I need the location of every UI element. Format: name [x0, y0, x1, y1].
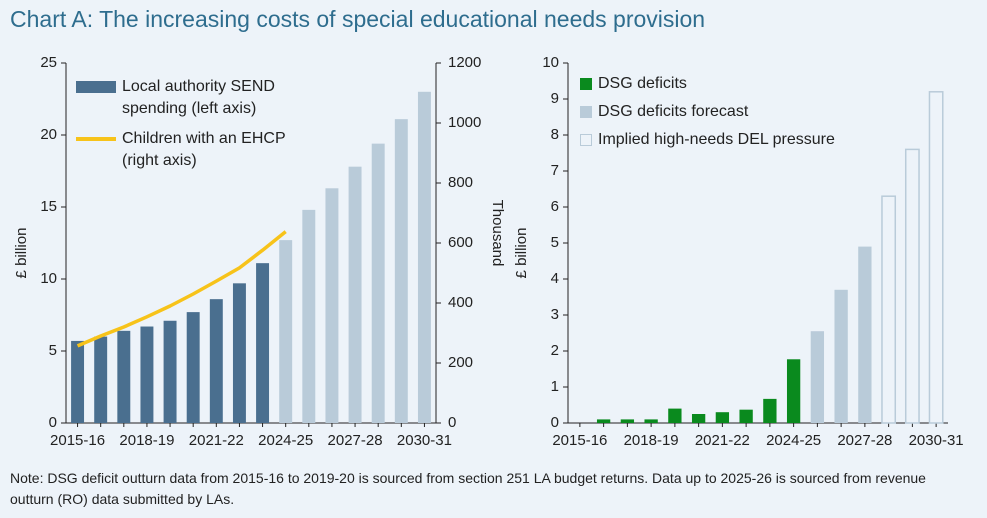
legend-swatch — [580, 78, 592, 90]
bar — [256, 263, 270, 423]
y-tick-label: 0 — [49, 414, 57, 431]
note: Note: DSG deficit outturn data from 2015… — [10, 470, 926, 507]
bar — [417, 91, 431, 424]
y-axis-label: £ billion — [13, 228, 30, 279]
bar — [668, 408, 682, 423]
legend-label: Implied high-needs DEL pressure — [598, 131, 835, 148]
bar — [620, 419, 635, 423]
y2-tick-label: 200 — [448, 354, 473, 371]
bar — [596, 419, 611, 423]
bar — [394, 119, 408, 423]
bar — [904, 148, 920, 424]
bar — [715, 412, 730, 423]
y-tick-label: 1 — [551, 378, 559, 395]
bar — [209, 299, 223, 423]
x-tick-label: 2024-25 — [258, 432, 313, 449]
bar — [858, 246, 872, 423]
bar — [348, 166, 362, 423]
y-tick-label: 5 — [551, 234, 559, 251]
legend-item: DSG deficits — [580, 73, 900, 95]
legend: DSG deficits DSG deficits forecast Implied… — [580, 73, 900, 157]
y-tick-label: 2 — [551, 342, 559, 359]
y2-tick-label: 800 — [448, 174, 473, 191]
y-axis-label: £ billion — [513, 228, 530, 279]
bar — [186, 312, 200, 423]
y-tick-label: 7 — [551, 162, 559, 179]
x-tick-label: 2018-19 — [119, 432, 174, 449]
bar — [763, 398, 777, 423]
legend: Local authority SEND spending (left axis… — [76, 76, 296, 180]
x-tick-label: 2024-25 — [766, 432, 821, 449]
x-tick-label: 2018-19 — [624, 432, 679, 449]
y2-tick-label: 400 — [448, 294, 473, 311]
legend-item: DSG deficits forecast — [580, 101, 900, 123]
y2-tick-label: 0 — [448, 414, 456, 431]
bar — [302, 209, 316, 423]
y-tick-label: 15 — [40, 198, 57, 215]
y2-tick-label: 600 — [448, 234, 473, 251]
y2-axis-label: Thousand — [489, 200, 506, 267]
y-tick-label: 0 — [551, 414, 559, 431]
bar — [786, 359, 801, 423]
y-tick-label: 20 — [40, 126, 57, 143]
y-tick-label: 25 — [40, 54, 57, 71]
legend-item: Local authority SEND spending (left axis… — [76, 76, 296, 120]
y-tick-label: 3 — [551, 306, 559, 323]
bar — [810, 331, 825, 423]
x-tick-label: 2027-28 — [837, 432, 892, 449]
legend-label: DSG deficits forecast — [598, 103, 749, 120]
bar — [94, 336, 108, 423]
page-title: Chart A: The increasing costs of special… — [10, 6, 706, 32]
bar — [644, 419, 658, 423]
legend-item: Children with an EHCP (right axis) — [76, 128, 296, 172]
bar — [232, 283, 246, 423]
legend-item: Implied high-needs DEL pressure — [580, 129, 900, 151]
y-tick-label: 9 — [551, 90, 559, 107]
x-tick-label: 2027-28 — [328, 432, 383, 449]
x-tick-label: 2015-16 — [50, 432, 105, 449]
y-tick-label: 4 — [551, 270, 559, 287]
legend-swatch — [76, 81, 116, 93]
bar — [881, 195, 897, 424]
bar — [371, 143, 385, 423]
y-tick-label: 8 — [551, 126, 559, 143]
bar — [279, 240, 293, 423]
x-tick-label: 2030-31 — [909, 432, 964, 449]
y-tick-label: 6 — [551, 198, 559, 215]
legend-swatch — [580, 106, 592, 118]
bar — [739, 409, 753, 423]
legend-swatch — [76, 137, 116, 141]
x-tick-label: 2030-31 — [397, 432, 452, 449]
y-tick-label: 5 — [49, 342, 57, 359]
legend-swatch — [580, 134, 592, 146]
y2-tick-label: 1000 — [448, 114, 481, 131]
bar — [928, 91, 944, 424]
line — [76, 230, 287, 348]
y-tick-label: 10 — [542, 54, 559, 71]
bar — [834, 289, 848, 423]
bar — [117, 330, 131, 423]
bar — [71, 340, 85, 423]
legend-label: DSG deficits — [598, 75, 687, 92]
bar — [163, 320, 177, 423]
bar — [325, 188, 339, 423]
bar — [140, 326, 154, 423]
x-tick-label: 2015-16 — [552, 432, 607, 449]
bar — [691, 414, 706, 423]
x-tick-label: 2021-22 — [189, 432, 244, 449]
y-tick-label: 10 — [40, 270, 57, 287]
legend-label: Children with an EHCP (right axis) — [122, 130, 286, 169]
x-tick-label: 2021-22 — [695, 432, 750, 449]
y2-tick-label: 1200 — [448, 54, 481, 71]
legend-label: Local authority SEND spending (left axis… — [122, 78, 275, 117]
